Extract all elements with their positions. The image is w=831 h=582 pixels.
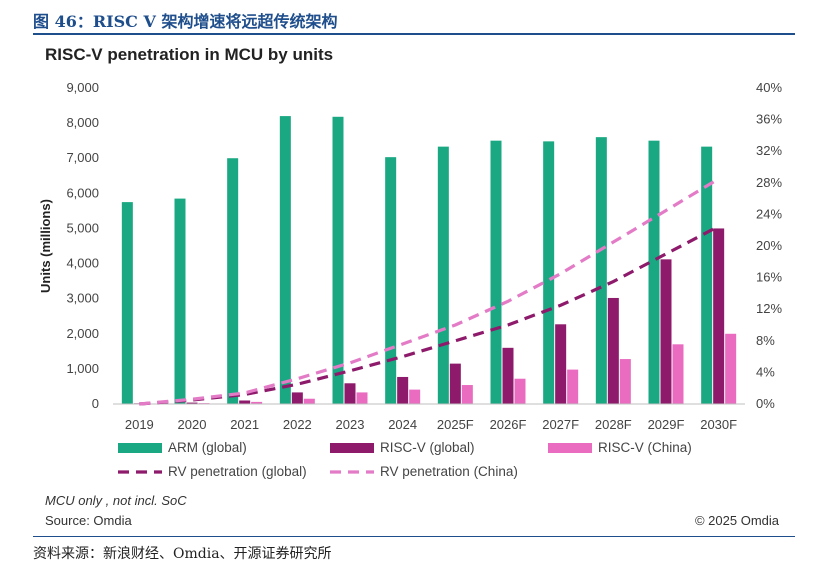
y-tick-label: 4,000 — [66, 256, 99, 271]
bar-riscv-china — [461, 385, 473, 404]
y-tick-label: 7,000 — [66, 150, 99, 165]
bar-arm-global — [174, 198, 186, 404]
bar-riscv-global — [502, 347, 514, 404]
bar-riscv-china — [356, 392, 368, 404]
y2-tick-label: 16% — [756, 270, 782, 285]
bar-riscv-china — [567, 369, 579, 404]
x-tick-label: 2028F — [595, 417, 632, 432]
bar-arm-global — [543, 141, 555, 404]
bar-riscv-global — [291, 392, 303, 404]
chart-note: MCU only , not incl. SoC — [45, 493, 187, 508]
top-rule — [33, 33, 795, 35]
x-tick-label: 2025F — [437, 417, 474, 432]
legend-rv-penetration-global-label: RV penetration (global) — [168, 464, 307, 479]
figure-title: 图 46：RISC V 架构增速将远超传统架构 — [33, 12, 338, 31]
legend-arm-global-label: ARM (global) — [168, 440, 247, 455]
line-rv-penetration-global — [139, 224, 720, 406]
y-tick-label: 1,000 — [66, 361, 99, 376]
bar-arm-global — [648, 140, 660, 404]
x-tick-label: 2021 — [230, 417, 259, 432]
bar-arm-global — [279, 116, 291, 404]
bar-riscv-global — [449, 363, 461, 404]
bar-riscv-global — [607, 297, 619, 404]
line-rv-penetration-china — [139, 177, 720, 406]
bar-riscv-global — [555, 324, 567, 404]
y-tick-label: 2,000 — [66, 326, 99, 341]
bar-riscv-china — [725, 333, 737, 404]
x-tick-label: 2020 — [178, 417, 207, 432]
x-tick-label: 2019 — [125, 417, 154, 432]
bar-riscv-china — [409, 389, 421, 404]
bar-arm-global — [227, 158, 239, 404]
bar-riscv-global — [397, 376, 409, 404]
y-axis-label: Units (millions) — [38, 199, 53, 293]
y-tick-label: 0 — [92, 396, 99, 411]
y-tick-label: 9,000 — [66, 80, 99, 95]
chart-svg: 0 1,000 2,000 3,000 4,000 5,000 6,000 7,000 8,00… — [38, 80, 782, 479]
bar-riscv-china — [303, 398, 315, 404]
y-tick-label: 8,000 — [66, 115, 99, 130]
y2-tick-label: 20% — [756, 238, 782, 253]
x-tick-label: 2027F — [542, 417, 579, 432]
bar-riscv-china — [514, 378, 526, 404]
chart-copyright: © 2025 Omdia — [694, 513, 779, 528]
y2-tick-label: 36% — [756, 112, 782, 127]
x-tick-label: 2030F — [700, 417, 737, 432]
y2-tick-label: 12% — [756, 301, 782, 316]
legend-riscv-china-swatch — [548, 443, 592, 453]
bar-arm-global — [490, 140, 502, 404]
bottom-rule — [33, 536, 795, 537]
chart-title: RISC-V penetration in MCU by units — [45, 45, 334, 64]
y2-tick-label: 28% — [756, 175, 782, 190]
x-tick-label: 2024 — [388, 417, 417, 432]
bar-arm-global — [437, 146, 449, 404]
bar-arm-global — [121, 202, 133, 404]
bar-arm-global — [701, 146, 713, 404]
bar-riscv-global — [239, 400, 251, 404]
legend-riscv-global-label: RISC-V (global) — [380, 440, 475, 455]
y2-tick-label: 0% — [756, 396, 775, 411]
bar-arm-global — [332, 116, 344, 405]
legend-riscv-global-swatch — [330, 443, 374, 453]
x-tick-label: 2023 — [336, 417, 365, 432]
x-tick-label: 2022 — [283, 417, 312, 432]
y-tick-label: 5,000 — [66, 220, 99, 235]
bar-riscv-global — [186, 402, 198, 404]
footer-source: 资料来源：新浪财经、Omdia、开源证券研究所 — [33, 546, 332, 562]
bar-riscv-global — [344, 383, 356, 404]
y2-tick-label: 40% — [756, 80, 782, 95]
bar-arm-global — [595, 137, 607, 404]
bar-riscv-china — [251, 401, 263, 404]
y2-tick-label: 8% — [756, 333, 775, 348]
bar-arm-global — [385, 157, 397, 404]
chart-source: Source: Omdia — [45, 513, 132, 528]
x-tick-label: 2029F — [648, 417, 685, 432]
bar-riscv-global — [713, 228, 725, 404]
y2-tick-label: 4% — [756, 364, 775, 379]
y2-tick-label: 24% — [756, 206, 782, 221]
bar-riscv-china — [619, 359, 631, 404]
y-tick-label: 3,000 — [66, 291, 99, 306]
x-tick-label: 2026F — [490, 417, 527, 432]
bar-riscv-china — [672, 344, 684, 404]
legend-rv-penetration-china-label: RV penetration (China) — [380, 464, 518, 479]
y2-tick-label: 32% — [756, 143, 782, 158]
legend-riscv-china-label: RISC-V (China) — [598, 440, 692, 455]
legend-arm-global-swatch — [118, 443, 162, 453]
bar-riscv-global — [660, 259, 672, 404]
y-tick-label: 6,000 — [66, 185, 99, 200]
